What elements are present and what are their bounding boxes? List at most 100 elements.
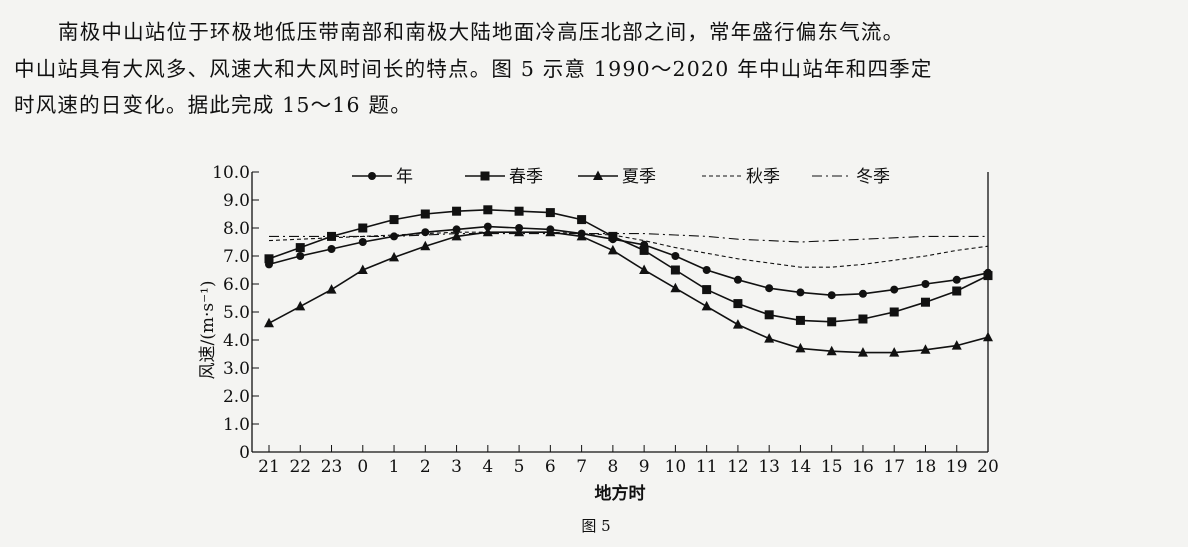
legend-label: 秋季 [746, 167, 780, 187]
data-point [951, 340, 962, 350]
legend-marker [480, 171, 490, 181]
data-point [420, 209, 430, 219]
legend-label: 年 [396, 167, 413, 187]
data-point [983, 271, 993, 281]
data-point [701, 300, 712, 311]
data-point [639, 264, 650, 274]
data-point [702, 285, 712, 295]
legend-label: 春季 [509, 167, 543, 187]
data-point [358, 223, 368, 233]
data-point [264, 254, 274, 264]
data-point [827, 317, 837, 327]
passage-line-1: 南极中山站位于环极地低压带南部和南极大陆地面冷高压北部之间，常年盛行偏东气流。 [58, 20, 905, 44]
data-point [264, 317, 274, 328]
data-point [671, 252, 680, 260]
data-point [795, 342, 806, 353]
data-point [795, 315, 805, 325]
series-line-1 [268, 208, 989, 323]
x-tick-label: 18 [915, 457, 937, 477]
x-tick-label: 9 [639, 457, 650, 477]
legend-label: 夏季 [622, 167, 656, 187]
x-tick-label: 17 [883, 457, 905, 477]
data-point [983, 331, 993, 342]
series-1 [264, 205, 993, 327]
data-point [733, 299, 743, 309]
y-tick-label: 4.0 [223, 331, 250, 351]
data-point [858, 289, 867, 298]
data-point [295, 243, 305, 253]
data-point [389, 215, 399, 225]
x-tick-label: 3 [451, 457, 462, 477]
x-tick-label: 14 [790, 457, 812, 477]
y-axis-label: 风速/(m·s⁻¹) [198, 280, 218, 379]
x-tick-label: 19 [946, 457, 968, 477]
y-tick-label: 7.0 [223, 247, 250, 267]
series-line-3 [268, 231, 989, 268]
x-axis-label: 地方时 [595, 483, 646, 504]
x-tick-label: 0 [357, 457, 368, 477]
y-tick-label: 9.0 [223, 191, 250, 211]
data-point [764, 333, 775, 343]
data-point [796, 288, 805, 297]
data-point [576, 230, 587, 241]
data-point [296, 252, 305, 260]
legend-marker [593, 170, 603, 180]
x-tick-label: 1 [389, 457, 400, 477]
data-point [702, 266, 711, 274]
y-tick-label: 5.0 [223, 303, 250, 323]
data-point [826, 345, 837, 356]
data-point [483, 222, 492, 231]
series-2 [264, 226, 993, 357]
x-tick-label: 15 [821, 457, 843, 477]
x-tick-label: 8 [607, 457, 618, 477]
data-point [639, 245, 649, 255]
passage-line-3: 时风速的日变化。据此完成 15～16 题。 [14, 93, 412, 117]
x-tick-label: 11 [696, 457, 718, 477]
data-point [920, 297, 930, 307]
data-point [827, 291, 836, 300]
data-point [858, 314, 868, 324]
x-tick-label: 21 [258, 457, 280, 477]
passage-line-2: 中山站具有大风多、风速大和大风时间长的特点。图 5 示意 1990～2020 年… [14, 56, 933, 81]
series-line-0 [268, 225, 989, 297]
data-point [421, 228, 430, 237]
x-tick-label: 10 [665, 457, 687, 477]
data-point [420, 240, 431, 251]
data-point [921, 280, 930, 288]
data-point [732, 319, 743, 329]
data-point [920, 344, 931, 354]
y-tick-label: 3.0 [223, 359, 250, 379]
figure-caption: 图 5 [581, 517, 610, 535]
data-point [357, 264, 368, 274]
x-tick-label: 23 [321, 457, 343, 477]
data-point [765, 284, 774, 293]
data-point [607, 244, 618, 255]
y-tick-label: 10.0 [212, 163, 250, 183]
data-point [451, 230, 462, 241]
data-point [952, 286, 962, 296]
data-point [577, 215, 587, 225]
data-point [952, 275, 961, 284]
data-point [670, 265, 680, 275]
data-point [889, 307, 899, 317]
data-point [483, 205, 493, 215]
x-tick-label: 5 [514, 457, 525, 477]
data-point [889, 347, 900, 357]
x-tick-label: 22 [289, 457, 311, 477]
y-tick-label: 6.0 [223, 275, 250, 295]
legend-marker [368, 172, 376, 180]
data-point [358, 238, 367, 246]
x-tick-label: 7 [576, 457, 587, 477]
data-point [608, 231, 618, 241]
y-tick-label: 2.0 [223, 387, 250, 407]
y-tick-label: 0 [239, 443, 250, 463]
data-point [890, 285, 899, 294]
data-point [764, 310, 774, 320]
data-point [327, 245, 336, 253]
series-3 [268, 231, 989, 268]
x-tick-label: 6 [545, 457, 556, 477]
data-point [326, 284, 337, 294]
data-point [452, 206, 462, 216]
question-passage: 南极中山站位于环极地低压带南部和南极大陆地面冷高压北部之间，常年盛行偏东气流。 … [14, 14, 1179, 124]
